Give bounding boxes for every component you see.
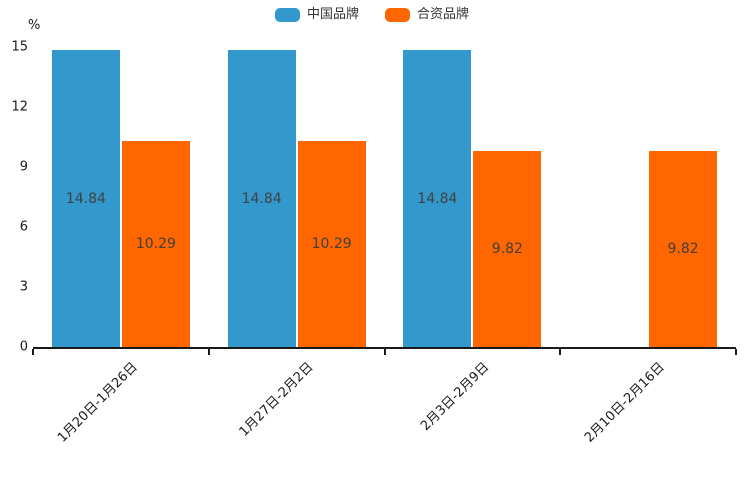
legend: 中国品牌 合资品牌 [0,8,744,22]
y-tick-label: 3 [19,279,28,295]
x-tick-mark [559,349,562,355]
bar-value-label: 14.84 [241,190,282,207]
x-tick-mark [32,349,34,355]
y-tick-label: 0 [19,339,28,355]
x-axis-line [33,347,736,349]
y-tick-label: 12 [11,99,28,115]
bar-series-1-cat-3[interactable]: 9.82 [649,150,718,347]
legend-item-series-0[interactable]: 中国品牌 [274,7,359,22]
y-tick-label: 6 [19,219,28,235]
bar-value-label: 9.82 [491,240,523,257]
x-axis-label: 2月10日-2月16日 [581,359,668,446]
bar-series-1-cat-2[interactable]: 9.82 [473,150,542,347]
y-tick-label: 15 [11,39,28,55]
x-axis-label: 1月20日-1月26日 [54,359,141,446]
legend-swatch [385,8,410,22]
legend-label: 中国品牌 [306,7,359,22]
bar-value-label: 10.29 [135,236,176,253]
bar-series-0-cat-1[interactable]: 14.84 [227,50,296,347]
bar-value-label: 14.84 [417,190,458,207]
x-tick-mark [383,349,386,355]
bar-value-label: 10.29 [311,236,352,253]
bar-series-0-cat-0[interactable]: 14.84 [51,50,120,347]
bar-series-1-cat-1[interactable]: 10.29 [297,141,366,347]
y-axis-unit-label: % [28,18,41,33]
bar-series-0-cat-2[interactable]: 14.84 [403,50,472,347]
legend-label: 合资品牌 [417,7,470,22]
legend-swatch [274,8,300,22]
legend-item-series-1[interactable]: 合资品牌 [385,8,469,22]
y-tick-label: 9 [19,159,28,175]
x-tick-mark [207,349,210,355]
bar-value-label: 14.84 [65,190,106,207]
bar-value-label: 9.82 [667,240,699,257]
x-tick-mark [735,349,737,355]
x-axis-label: 2月3日-2月9日 [417,359,492,434]
x-axis-label: 1月27日-2月2日 [236,359,317,440]
bar-series-1-cat-0[interactable]: 10.29 [121,141,190,347]
